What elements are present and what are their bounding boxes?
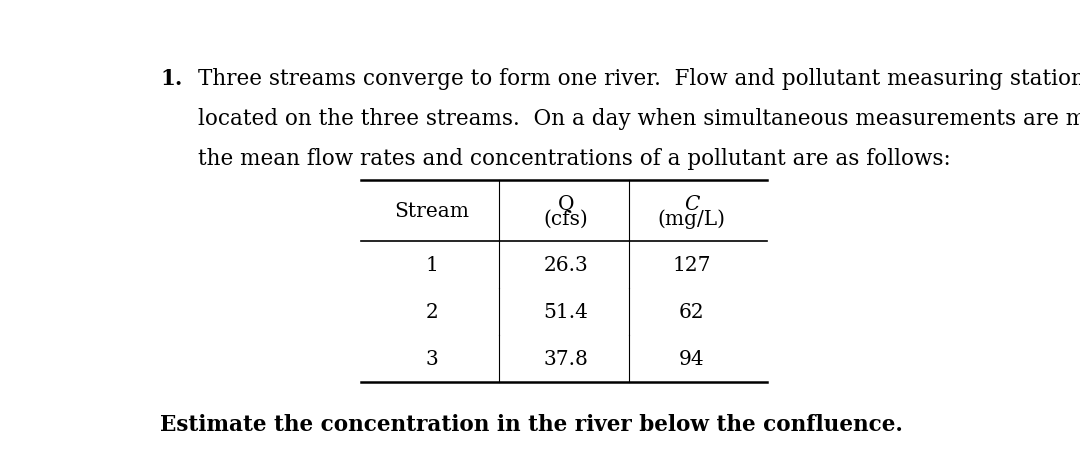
Text: C: C [684, 194, 699, 213]
Text: 3: 3 [426, 350, 438, 368]
Text: 127: 127 [673, 256, 711, 275]
Text: 94: 94 [679, 350, 704, 368]
Text: 51.4: 51.4 [543, 303, 589, 322]
Text: Stream: Stream [394, 202, 470, 221]
Text: (cfs): (cfs) [543, 209, 589, 228]
Text: 2: 2 [426, 303, 438, 322]
Text: 62: 62 [679, 303, 704, 322]
Text: 1: 1 [426, 256, 438, 275]
Text: Q: Q [557, 194, 575, 213]
Text: located on the three streams.  On a day when simultaneous measurements are made,: located on the three streams. On a day w… [198, 108, 1080, 130]
Text: (mg/L): (mg/L) [658, 209, 726, 229]
Text: 37.8: 37.8 [543, 350, 589, 368]
Text: Estimate the concentration in the river below the confluence.: Estimate the concentration in the river … [160, 414, 903, 436]
Text: 1.: 1. [160, 68, 183, 90]
Text: 26.3: 26.3 [543, 256, 589, 275]
Text: the mean flow rates and concentrations of a pollutant are as follows:: the mean flow rates and concentrations o… [198, 148, 950, 170]
Text: Three streams converge to form one river.  Flow and pollutant measuring stations: Three streams converge to form one river… [198, 68, 1080, 90]
